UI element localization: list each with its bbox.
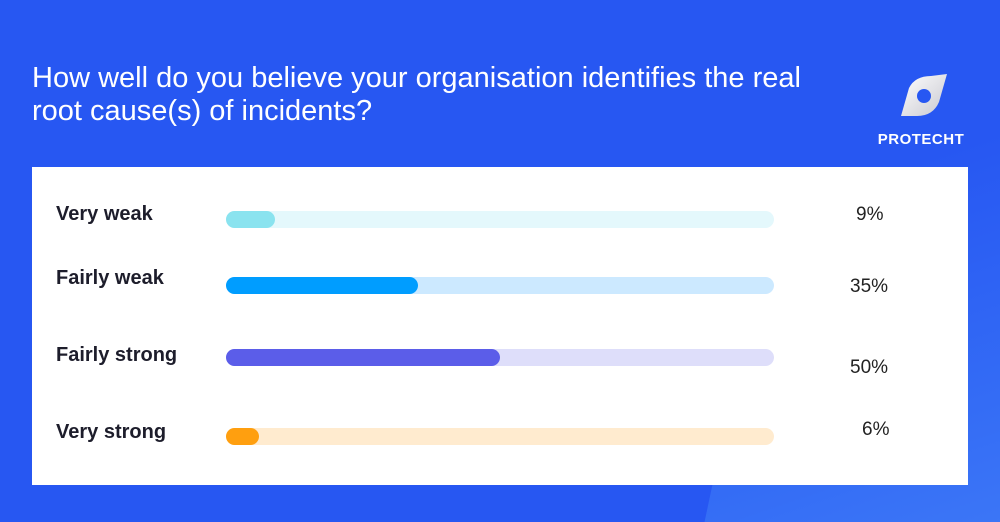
bar-track	[226, 428, 774, 445]
value-label: 50%	[850, 357, 889, 378]
chart-card: Very weak 9% Fairly weak 35% Fairly strong 50…	[32, 167, 968, 485]
category-label: Very strong	[56, 421, 167, 443]
bar-track	[226, 211, 774, 228]
page-title: How well do you believe your organisatio…	[32, 62, 801, 127]
bar-track	[226, 349, 774, 366]
bar-fill	[226, 211, 276, 228]
category-label: Very weak	[56, 203, 153, 225]
bar-fill	[226, 349, 500, 366]
value-label: 35%	[850, 276, 889, 297]
category-label: Fairly weak	[56, 267, 164, 289]
bar-fill	[226, 277, 418, 294]
bar-fill	[226, 428, 259, 445]
bar-track	[226, 277, 774, 294]
protecht-logo: PROTECHT	[866, 72, 976, 148]
logo-icon	[901, 74, 947, 116]
logo-text: PROTECHT	[877, 131, 965, 148]
value-label: 9%	[856, 204, 884, 225]
category-label: Fairly strong	[56, 344, 178, 366]
value-label: 6%	[862, 419, 890, 440]
